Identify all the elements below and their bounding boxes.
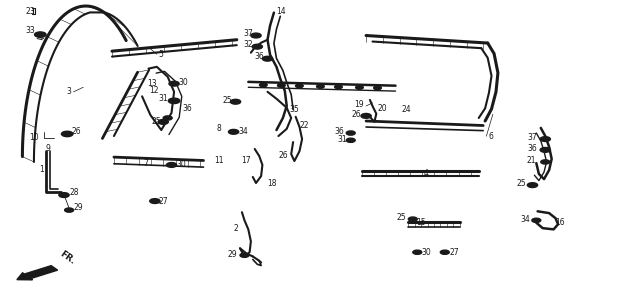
Circle shape <box>356 86 364 89</box>
Circle shape <box>413 250 422 254</box>
Text: 36: 36 <box>528 144 538 153</box>
Text: 30: 30 <box>178 78 188 87</box>
Text: FR.: FR. <box>58 249 76 266</box>
Text: 3: 3 <box>67 87 72 96</box>
Circle shape <box>251 33 261 38</box>
Text: 11: 11 <box>214 156 224 165</box>
Circle shape <box>59 193 69 197</box>
Circle shape <box>335 85 342 89</box>
Text: 25: 25 <box>516 178 526 188</box>
Text: 25: 25 <box>152 117 161 126</box>
Text: 23: 23 <box>26 7 35 16</box>
Circle shape <box>168 98 180 104</box>
Circle shape <box>163 116 172 120</box>
Circle shape <box>317 85 324 88</box>
Circle shape <box>532 218 541 222</box>
Text: 34: 34 <box>238 127 248 136</box>
Circle shape <box>440 250 449 254</box>
Text: 26: 26 <box>72 127 81 136</box>
Text: 29: 29 <box>74 203 83 212</box>
Circle shape <box>228 129 239 134</box>
Circle shape <box>540 137 550 141</box>
Text: 33: 33 <box>26 26 35 35</box>
Circle shape <box>230 99 241 104</box>
Text: 1: 1 <box>39 165 44 174</box>
Circle shape <box>158 119 168 124</box>
Text: 20: 20 <box>378 104 387 113</box>
Circle shape <box>65 208 74 212</box>
Circle shape <box>540 147 550 152</box>
Circle shape <box>527 183 538 188</box>
Text: 12: 12 <box>149 86 159 95</box>
FancyArrow shape <box>17 266 58 280</box>
Text: 21: 21 <box>527 156 536 165</box>
Text: 30: 30 <box>421 248 431 257</box>
Text: 19: 19 <box>354 100 364 109</box>
Text: 26: 26 <box>278 151 288 160</box>
Text: 36: 36 <box>182 104 192 113</box>
Text: 31: 31 <box>337 135 347 144</box>
Text: 35: 35 <box>289 105 299 114</box>
Circle shape <box>240 253 249 257</box>
Circle shape <box>259 83 267 87</box>
Text: 15: 15 <box>416 218 426 227</box>
Circle shape <box>346 131 355 135</box>
Text: 18: 18 <box>268 178 277 188</box>
Text: 27: 27 <box>449 248 459 257</box>
Text: 25: 25 <box>222 96 232 105</box>
Text: 13: 13 <box>147 79 157 88</box>
Circle shape <box>61 131 73 137</box>
Text: 36: 36 <box>254 52 264 61</box>
Text: 34: 34 <box>520 215 530 224</box>
Circle shape <box>150 199 160 203</box>
Circle shape <box>346 138 355 142</box>
Text: 30: 30 <box>176 160 186 169</box>
Text: 10: 10 <box>29 133 38 142</box>
Circle shape <box>169 81 179 86</box>
Text: 7: 7 <box>143 159 148 168</box>
Text: 14: 14 <box>276 7 286 16</box>
Text: 27: 27 <box>159 197 168 206</box>
Circle shape <box>262 56 273 61</box>
Text: 9: 9 <box>45 144 50 153</box>
Text: 29: 29 <box>227 250 237 259</box>
Text: 26: 26 <box>352 110 362 119</box>
Text: 17: 17 <box>241 156 251 165</box>
Text: 28: 28 <box>69 188 79 197</box>
Text: 2: 2 <box>234 224 238 233</box>
Circle shape <box>296 84 303 88</box>
Circle shape <box>374 86 381 90</box>
Circle shape <box>361 113 371 118</box>
Circle shape <box>35 32 46 37</box>
Circle shape <box>541 160 550 164</box>
Text: 37: 37 <box>528 133 538 142</box>
Text: 32: 32 <box>243 40 253 49</box>
Text: 8: 8 <box>216 124 221 133</box>
Text: 36: 36 <box>335 127 344 136</box>
Text: 5: 5 <box>159 50 164 59</box>
Text: 22: 22 <box>300 121 309 130</box>
Text: 31: 31 <box>158 94 168 103</box>
Circle shape <box>278 84 285 87</box>
Text: 25: 25 <box>397 213 406 222</box>
Circle shape <box>166 163 177 167</box>
Text: 4: 4 <box>424 169 429 178</box>
Circle shape <box>408 217 417 221</box>
Text: 16: 16 <box>556 218 565 227</box>
Text: 6: 6 <box>489 132 494 141</box>
Text: 37: 37 <box>243 29 253 38</box>
Text: 24: 24 <box>402 105 412 114</box>
Circle shape <box>252 44 262 49</box>
